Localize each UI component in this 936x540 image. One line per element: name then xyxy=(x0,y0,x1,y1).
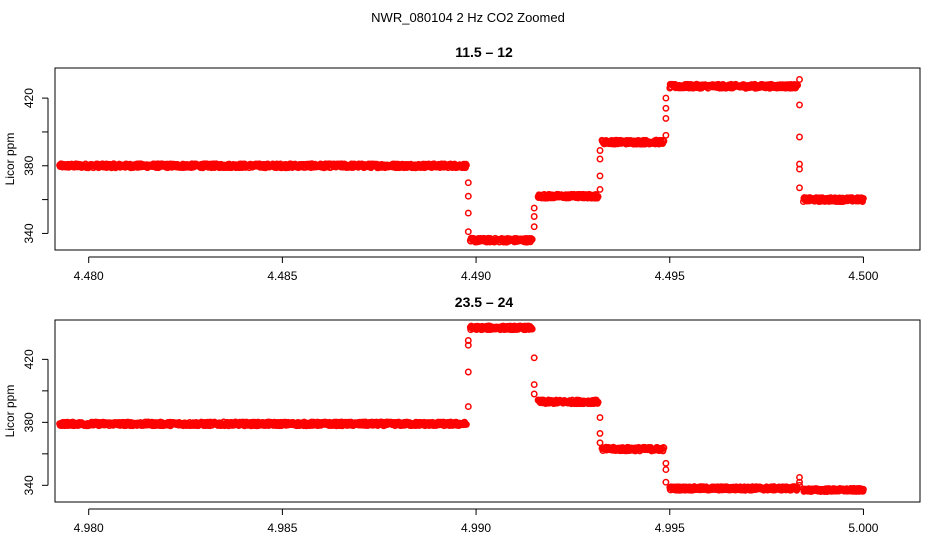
transition-point xyxy=(796,184,803,192)
panel-2-y-tick-label: 380 xyxy=(22,412,36,432)
transition-point xyxy=(530,213,538,220)
panel-2-x-tick-label: 4.995 xyxy=(655,521,685,535)
data-point xyxy=(528,235,536,243)
transition-point xyxy=(464,228,472,236)
data-point xyxy=(462,161,470,169)
transition-point xyxy=(796,76,803,83)
transition-point xyxy=(596,429,604,437)
transition-point xyxy=(596,439,604,447)
data-point xyxy=(594,398,602,406)
transition-point xyxy=(796,478,803,486)
transition-point xyxy=(596,414,604,422)
transition-point xyxy=(662,466,670,474)
panel-2-data-points xyxy=(56,322,867,495)
transition-point xyxy=(662,114,670,122)
data-point xyxy=(528,325,536,333)
panel-1-y-tick-label: 420 xyxy=(22,88,36,108)
transition-point xyxy=(596,147,604,154)
transition-point xyxy=(662,131,670,139)
transition-point xyxy=(796,165,803,173)
panel-2-y-tick-label: 420 xyxy=(22,349,36,369)
transition-point xyxy=(596,155,604,163)
panel-2: 23.5 – 24 Licor ppm 4.980 4.985 4.990 4.995… xyxy=(3,294,921,535)
transition-point xyxy=(596,185,604,193)
panel-1-data-points xyxy=(56,76,867,246)
data-point xyxy=(462,420,470,428)
transition-point xyxy=(464,179,472,187)
data-point xyxy=(794,81,802,89)
data-point xyxy=(859,485,867,493)
data-point xyxy=(594,193,602,201)
transition-point xyxy=(596,172,604,180)
panel-1-x-tick-label: 4.485 xyxy=(267,269,297,283)
data-point xyxy=(660,137,668,145)
data-point xyxy=(859,194,867,202)
transition-point xyxy=(530,354,538,362)
panel-2-plot-frame xyxy=(54,319,921,503)
transition-point xyxy=(530,390,538,398)
panel-2-y-tick-label: 340 xyxy=(22,475,36,495)
transition-point xyxy=(796,133,803,141)
panel-2-x-axis: 4.980 4.985 4.990 4.995 5.000 xyxy=(74,508,879,535)
panel-1-x-tick-label: 4.500 xyxy=(848,269,878,283)
transition-point xyxy=(530,381,538,389)
panel-2-x-tick-label: 4.985 xyxy=(267,521,297,535)
transition-point xyxy=(662,104,670,112)
transition-point xyxy=(464,192,472,200)
panel-1-y-axis-label: Licor ppm xyxy=(3,133,17,186)
panel-2-y-axis: 340 380 420 xyxy=(22,349,49,495)
transition-point xyxy=(662,94,670,102)
transition-point xyxy=(530,223,538,231)
panel-1-y-axis: 340 380 420 xyxy=(22,88,49,243)
figure-title: NWR_080104 2 Hz CO2 Zoomed xyxy=(371,10,565,25)
panel-2-x-tick-label: 4.990 xyxy=(461,521,491,535)
panel-1: 11.5 – 12 Licor ppm 4.480 4.485 4.490 4.495… xyxy=(3,44,921,283)
panel-1-x-tick-label: 4.480 xyxy=(74,269,104,283)
transition-point xyxy=(662,478,670,486)
transition-point xyxy=(796,481,803,489)
transition-point xyxy=(464,209,472,217)
panel-1-x-axis: 4.480 4.485 4.490 4.495 4.500 xyxy=(74,256,879,283)
panel-2-title: 23.5 – 24 xyxy=(455,294,514,310)
transition-point xyxy=(530,204,538,212)
transition-point xyxy=(464,403,472,411)
panel-2-x-tick-label: 4.980 xyxy=(74,521,104,535)
panel-1-x-tick-label: 4.495 xyxy=(655,269,685,283)
transition-point xyxy=(796,101,803,109)
panel-1-y-tick-label: 340 xyxy=(22,223,36,243)
panel-1-x-tick-label: 4.490 xyxy=(461,269,491,283)
panel-1-plot-frame xyxy=(54,67,921,251)
panel-2-x-tick-label: 5.000 xyxy=(848,521,878,535)
data-point xyxy=(660,444,668,452)
panel-1-title: 11.5 – 12 xyxy=(455,44,513,60)
panel-2-y-axis-label: Licor ppm xyxy=(3,385,17,438)
transition-point xyxy=(464,368,472,376)
data-point xyxy=(659,447,667,455)
panel-1-y-tick-label: 380 xyxy=(22,155,36,175)
transition-point xyxy=(464,337,472,344)
transition-point xyxy=(662,459,670,467)
